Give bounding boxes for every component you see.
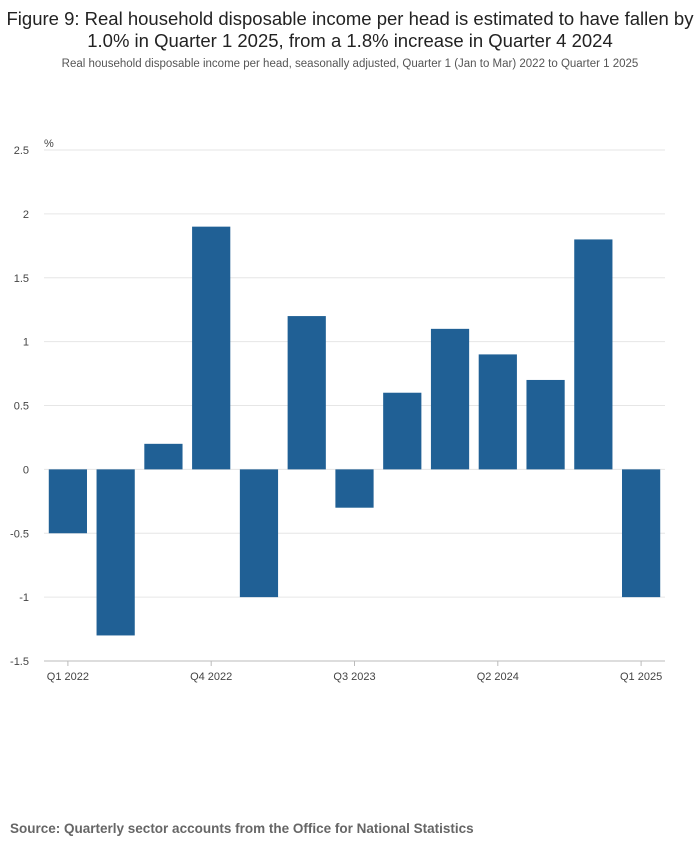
- x-tick-label: Q4 2022: [190, 671, 232, 683]
- y-tick-label: -1: [19, 592, 29, 604]
- bar: [335, 469, 374, 508]
- y-tick-label: -1.5: [10, 656, 29, 668]
- gridlines: [44, 149, 665, 598]
- bars: [48, 226, 661, 636]
- bar: [287, 316, 326, 470]
- bar: [574, 239, 613, 470]
- y-tick-label: 0.5: [14, 401, 29, 413]
- y-axis-unit-label: %: [44, 138, 54, 150]
- y-tick-label: 1.5: [14, 273, 29, 285]
- bar: [144, 443, 183, 470]
- y-axis-ticks: 2.5 2 1.5 1 0.5 0 -0.5 -1 -1.5: [10, 145, 29, 668]
- x-tick-label: Q1 2025: [620, 671, 662, 683]
- x-axis-ticks: Q1 2022 Q4 2022 Q3 2023 Q2 2024 Q1 2025: [47, 661, 662, 683]
- bar: [48, 469, 87, 534]
- x-tick-label: Q3 2023: [333, 671, 375, 683]
- bar: [526, 379, 565, 470]
- source-note: Source: Quarterly sector accounts from t…: [10, 821, 474, 836]
- y-tick-label: 0: [23, 464, 29, 476]
- bar: [192, 226, 231, 470]
- bar: [383, 392, 422, 470]
- chart-title: Figure 9: Real household disposable inco…: [6, 8, 694, 51]
- chart-subtitle: Real household disposable income per hea…: [61, 58, 639, 70]
- y-tick-label: 2: [23, 209, 29, 221]
- y-tick-label: 2.5: [14, 145, 29, 157]
- bar: [96, 469, 135, 636]
- x-tick-label: Q1 2022: [47, 671, 89, 683]
- bar: [478, 354, 517, 470]
- y-tick-label: 1: [23, 337, 29, 349]
- bar: [430, 328, 470, 470]
- bar: [239, 469, 279, 598]
- y-tick-label: -0.5: [10, 528, 29, 540]
- bar: [622, 469, 661, 598]
- x-tick-label: Q2 2024: [477, 671, 519, 683]
